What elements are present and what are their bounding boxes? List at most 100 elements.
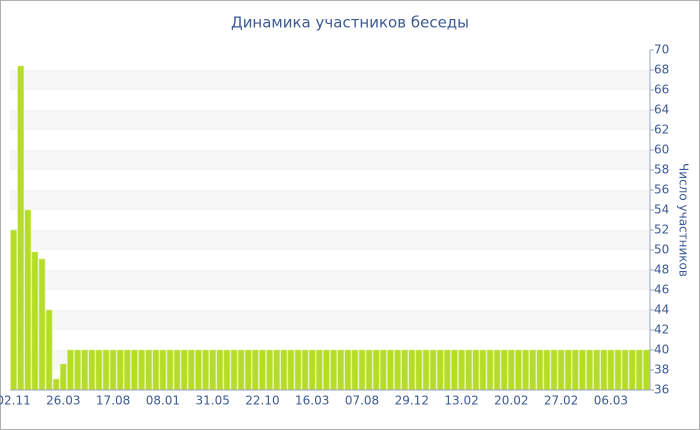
- bar: [415, 349, 423, 391]
- bar: [230, 349, 238, 391]
- bar: [138, 349, 145, 391]
- bar: [301, 349, 309, 391]
- y-tick-label: 46: [654, 283, 669, 297]
- bar: [74, 349, 81, 391]
- bar: [557, 349, 565, 391]
- bar: [81, 349, 88, 391]
- bar: [159, 349, 167, 391]
- bar: [31, 251, 39, 391]
- bar: [358, 349, 366, 391]
- bar: [152, 349, 160, 391]
- bar: [45, 309, 53, 391]
- bar: [180, 349, 188, 391]
- y-tick-label: 38: [654, 363, 669, 377]
- bar: [166, 349, 174, 391]
- bar: [216, 349, 224, 391]
- y-tick-label: 64: [654, 103, 669, 117]
- bar: [628, 349, 636, 391]
- bar: [472, 349, 480, 391]
- bar: [145, 349, 152, 391]
- bar: [515, 349, 522, 391]
- bar: [429, 349, 437, 391]
- y-tick-label: 40: [654, 343, 669, 357]
- bar: [522, 349, 529, 391]
- bar: [401, 349, 408, 391]
- bar: [195, 349, 202, 391]
- y-tick-label: 66: [654, 83, 669, 97]
- y-tick-label: 68: [654, 63, 669, 77]
- y-tick-label: 36: [654, 383, 669, 397]
- bar: [88, 349, 96, 391]
- bar: [124, 349, 131, 391]
- bar: [500, 349, 508, 391]
- y-tick-label: 70: [654, 43, 669, 57]
- x-tick-label: 26.03: [46, 394, 80, 408]
- bar: [116, 349, 124, 391]
- grid-band: [10, 70, 650, 90]
- bar: [244, 349, 252, 391]
- y-tick-label: 54: [654, 203, 669, 217]
- bar: [444, 349, 451, 391]
- x-tick-label: 31.05: [195, 394, 229, 408]
- bar: [259, 349, 266, 391]
- bar: [294, 349, 302, 391]
- bar: [621, 349, 629, 391]
- bar: [173, 349, 181, 391]
- grid-band: [10, 110, 650, 130]
- bar: [209, 349, 216, 391]
- bar: [95, 349, 103, 391]
- grid-band: [10, 310, 650, 330]
- bar: [351, 349, 359, 391]
- bar: [543, 349, 551, 391]
- chart-title: Динамика участников беседы: [231, 14, 469, 32]
- bar: [529, 349, 536, 391]
- bar: [479, 349, 487, 391]
- y-tick-label: 60: [654, 143, 669, 157]
- bar: [102, 349, 110, 391]
- bar: [486, 349, 494, 391]
- bar: [10, 229, 17, 391]
- x-tick-label: 08.01: [146, 394, 180, 408]
- x-tick-label: 02.11: [0, 394, 31, 408]
- bar: [465, 349, 472, 391]
- bar: [323, 349, 330, 391]
- bar: [572, 349, 579, 391]
- x-tick-label: 07.08: [345, 394, 379, 408]
- x-tick-label: 13.02: [444, 394, 478, 408]
- bar: [52, 378, 60, 391]
- y-axis-label: Число участников: [677, 163, 691, 277]
- bar: [422, 349, 430, 391]
- y-tick-label: 44: [654, 303, 669, 317]
- bar: [38, 258, 46, 391]
- bar: [344, 349, 352, 391]
- bar: [458, 349, 465, 391]
- bar: [223, 349, 231, 391]
- y-tick-label: 56: [654, 183, 669, 197]
- grid-band: [10, 270, 650, 290]
- bar: [202, 349, 209, 391]
- bar: [188, 349, 195, 391]
- bar: [237, 349, 245, 391]
- x-tick-label: 16.03: [295, 394, 329, 408]
- bar: [451, 349, 458, 391]
- bar: [436, 349, 444, 391]
- bar: [308, 349, 316, 391]
- bar: [337, 349, 344, 391]
- bar: [24, 209, 32, 391]
- bar: [607, 349, 615, 391]
- bar: [131, 349, 138, 391]
- grid-band: [10, 190, 650, 210]
- bar: [564, 349, 572, 391]
- bar: [316, 349, 323, 391]
- bar: [273, 349, 280, 391]
- y-tick-label: 62: [654, 123, 669, 137]
- x-tick-label: 17.08: [96, 394, 130, 408]
- bar: [508, 349, 515, 391]
- bar: [380, 349, 387, 391]
- bar: [365, 349, 373, 391]
- bar: [394, 349, 401, 391]
- bar: [408, 349, 416, 391]
- y-tick-label: 42: [654, 323, 669, 337]
- y-tick-label: 48: [654, 263, 669, 277]
